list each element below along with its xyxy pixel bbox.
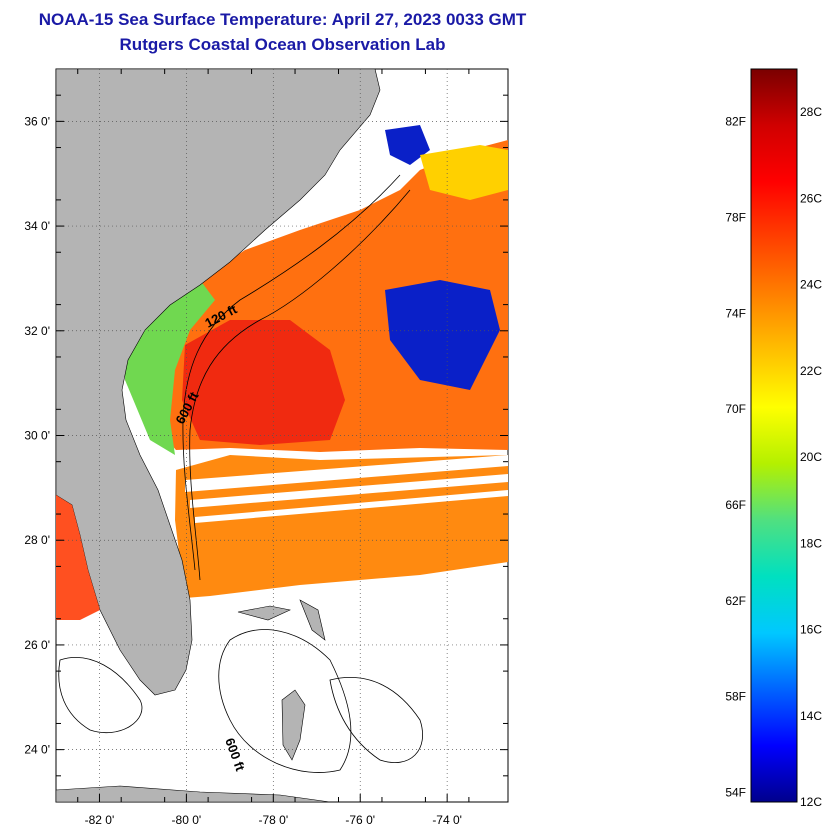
lat-tick-label: 24 0'	[24, 743, 50, 757]
nodata-stripe-3	[195, 490, 508, 523]
sst-cold-patch-hatteras	[385, 125, 430, 165]
colorbar-celsius-label: 22C	[800, 364, 822, 378]
lon-tick-label: -76 0'	[345, 813, 375, 827]
land-southeast-us	[56, 69, 381, 696]
land-bahamas-grand	[237, 605, 291, 621]
colorbar-celsius-label: 12C	[800, 795, 822, 809]
lat-tick-label: 32 0'	[24, 324, 50, 338]
lon-tick-label: -80 0'	[172, 813, 202, 827]
sst-cool-patch-north	[385, 280, 500, 390]
colorbar-fahrenheit-label: 66F	[725, 498, 746, 512]
colorbar-fahrenheit-label: 54F	[725, 785, 746, 799]
colorbar-celsius-label: 24C	[800, 278, 822, 292]
isobath-keys	[58, 657, 143, 734]
isobath-600ft	[189, 189, 411, 581]
sst-yellow-patch	[420, 145, 508, 200]
land-bahamas-abaco	[299, 599, 326, 641]
lat-tick-label: 34 0'	[24, 219, 50, 233]
sst-warm-core	[182, 320, 345, 445]
colorbar	[750, 68, 798, 803]
colorbar-fahrenheit-label: 82F	[725, 115, 746, 129]
colorbar-celsius-label: 14C	[800, 709, 822, 723]
colorbar-celsius-label: 16C	[800, 623, 822, 637]
lat-tick-label: 26 0'	[24, 638, 50, 652]
nodata-stripe-1	[185, 455, 508, 492]
lat-tick-label: 28 0'	[24, 533, 50, 547]
nodata-stripe-2	[190, 474, 508, 508]
colorbar-fahrenheit-label: 62F	[725, 594, 746, 608]
colorbar-celsius-label: 20C	[800, 450, 822, 464]
colorbar-celsius-label: 18C	[800, 536, 822, 550]
colorbar-labels: 28C 26C 24C 22C 20C 18C 16C 14C 12C 82F 78F 74F 70F 6…	[725, 105, 822, 809]
sst-gulf-strip	[56, 495, 100, 620]
lon-tick-label: -74 0'	[432, 813, 462, 827]
colorbar-fahrenheit-label: 74F	[725, 306, 746, 320]
isobath-bahamas	[218, 629, 352, 773]
map-title: NOAA-15 Sea Surface Temperature: April 2…	[38, 10, 527, 29]
graticule	[56, 69, 508, 802]
colorbar-celsius-label: 26C	[800, 191, 822, 205]
land-bahamas-andros	[281, 689, 306, 761]
lat-tick-label: 36 0'	[24, 114, 50, 128]
colorbar-fahrenheit-label: 58F	[725, 690, 746, 704]
sst-swath-south	[175, 455, 508, 598]
colorbar-fahrenheit-label: 78F	[725, 211, 746, 225]
isobath-bahamas-east	[329, 677, 423, 763]
lon-tick-label: -78 0'	[258, 813, 288, 827]
colorbar-fahrenheit-label: 70F	[725, 402, 746, 416]
map-subtitle: Rutgers Coastal Ocean Observation Lab	[119, 35, 446, 54]
axis-ticks: -82 0' -80 0' -78 0' -76 0' -74 0' 24 0' 26 0'…	[24, 69, 508, 827]
lat-tick-label: 30 0'	[24, 429, 50, 443]
lon-tick-label: -82 0'	[85, 813, 115, 827]
land-cuba	[56, 785, 331, 802]
colorbar-celsius-label: 28C	[800, 105, 822, 119]
